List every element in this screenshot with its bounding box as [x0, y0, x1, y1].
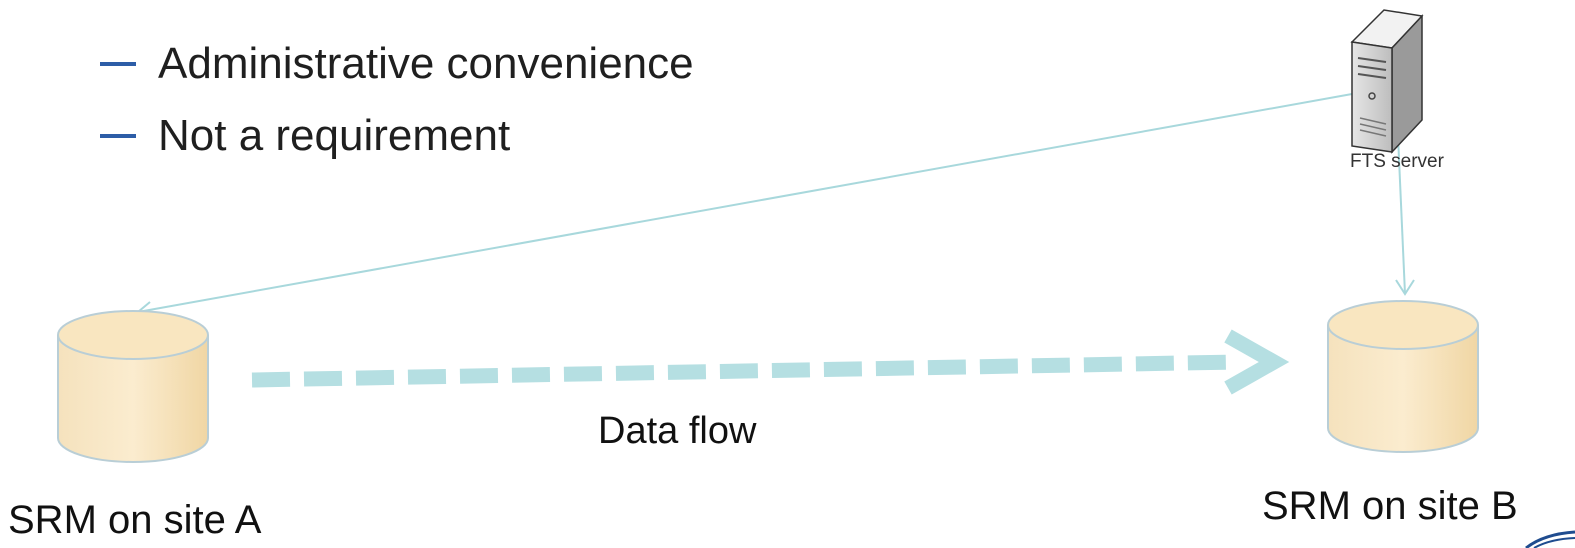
control-line-to-site-a	[136, 93, 1353, 319]
server-tower-icon	[1350, 9, 1424, 154]
data-flow-label: Data flow	[598, 410, 757, 452]
database-cylinder-icon	[57, 310, 209, 463]
data-flow-arrow	[251, 329, 1290, 395]
control-line-to-site-b	[1395, 135, 1415, 296]
bullet-dash	[100, 62, 136, 66]
bullet-dash	[100, 134, 136, 138]
fts-server-label: FTS server	[1350, 151, 1444, 172]
logo-fragment	[1525, 530, 1575, 548]
bullet-text: Not a requirement	[158, 111, 511, 160]
database-cylinder-icon	[1327, 300, 1479, 453]
bullet-item: Administrative convenience	[100, 28, 694, 100]
bullet-list: Administrative convenience Not a require…	[100, 28, 694, 172]
bullet-text: Administrative convenience	[158, 39, 694, 88]
srm-site-a-label: SRM on site A	[8, 498, 262, 542]
srm-site-b-label: SRM on site B	[1262, 484, 1518, 528]
bullet-item: Not a requirement	[100, 100, 694, 172]
